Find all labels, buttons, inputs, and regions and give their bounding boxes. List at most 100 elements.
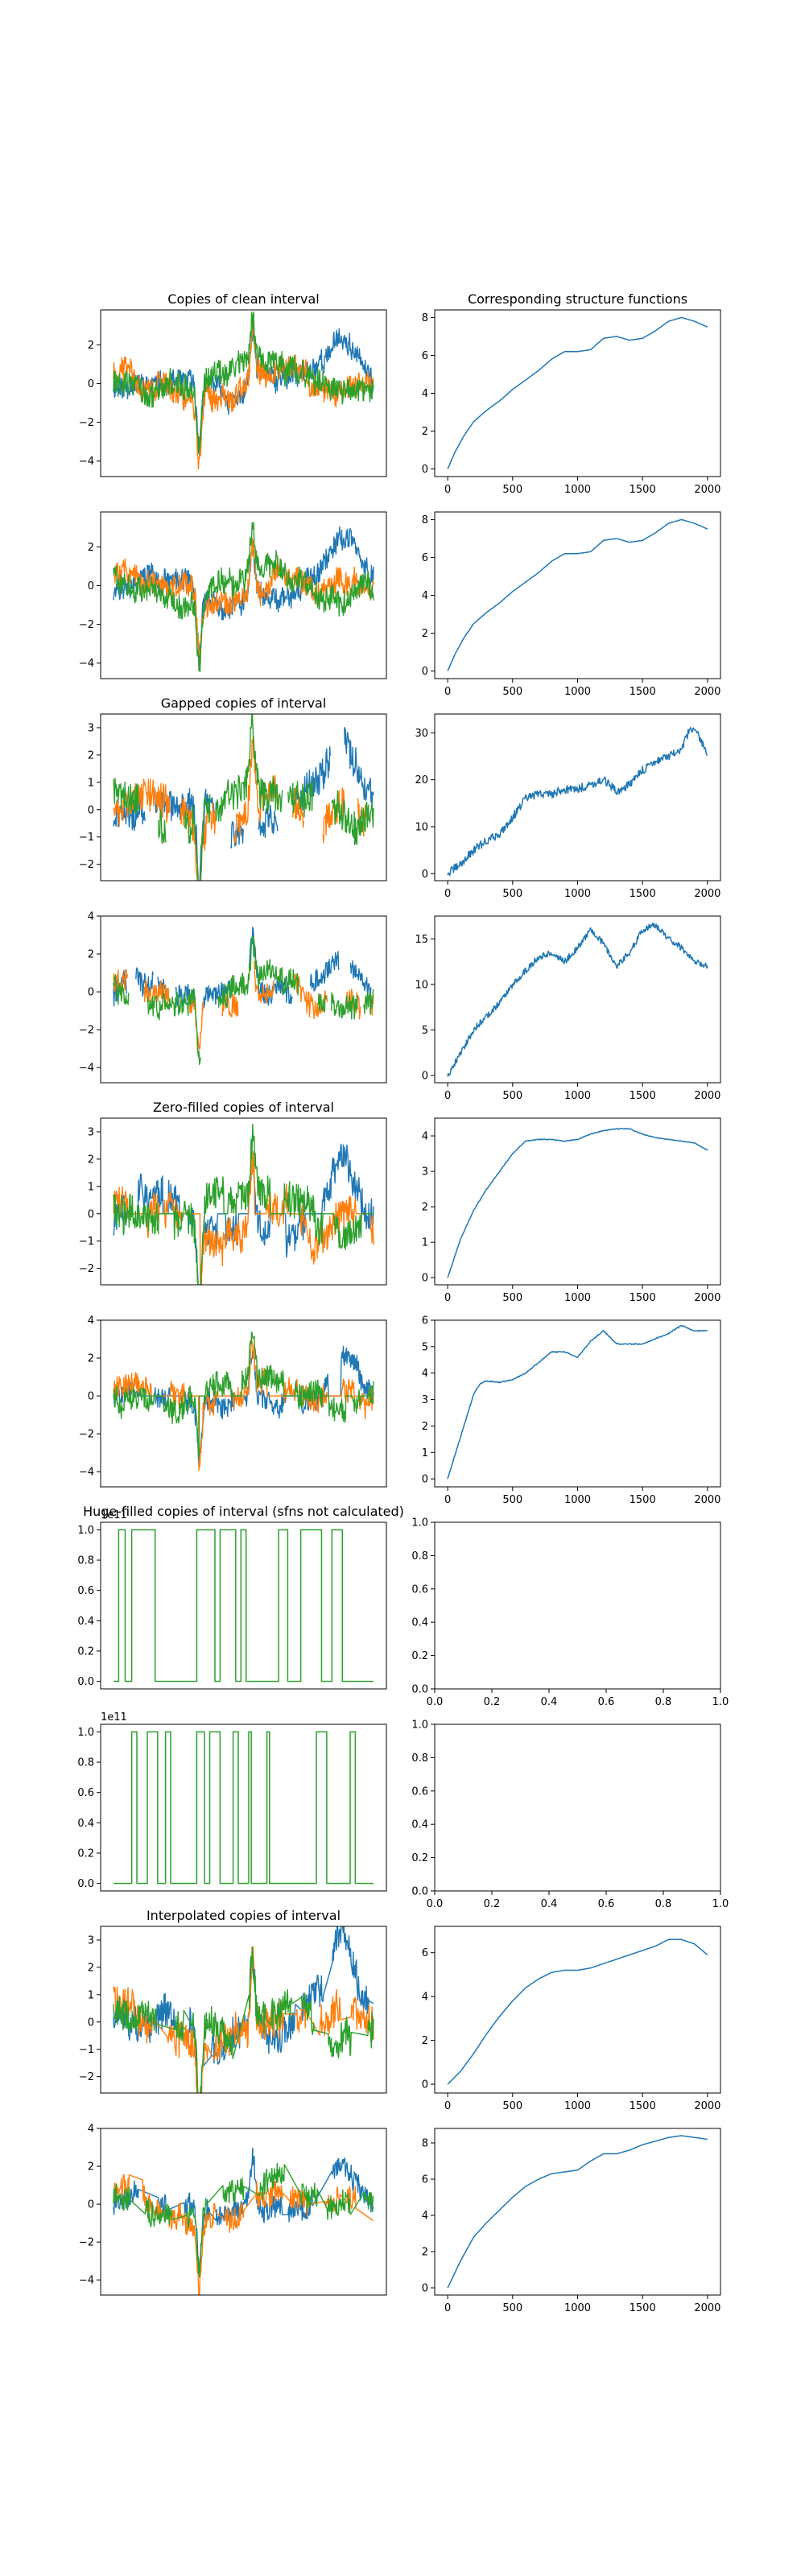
y-tick-label: −2 <box>79 2237 94 2249</box>
plot-area <box>447 518 708 671</box>
x-tick-label: 500 <box>502 1090 522 1102</box>
y-tick-label: 0 <box>422 869 428 881</box>
x-tick-label: 0.0 <box>427 1696 444 1708</box>
plot-area <box>113 522 374 673</box>
y-tick-label: 1 <box>88 1989 94 2001</box>
axes-frame <box>434 511 721 679</box>
y-tick-label: 0.4 <box>77 1616 94 1628</box>
series-line-3 <box>113 2162 374 2278</box>
x-tick-label: 0 <box>444 1090 451 1102</box>
y-tick-label: 1.0 <box>411 1517 428 1530</box>
x-tick-label: 2000 <box>694 1292 720 1304</box>
x-tick-label: 1000 <box>564 484 591 496</box>
panel-clean-sf-2: 0 2 4 6 8 0 500 1000 1500 2000 <box>422 511 721 698</box>
panel-title: Gapped copies of interval <box>161 696 327 711</box>
y-tick-label: 1 <box>88 1181 94 1193</box>
y-tick-label: 10 <box>415 821 428 833</box>
y-tick-label: 1 <box>422 1447 428 1459</box>
y-tick-label: 3 <box>422 1394 428 1406</box>
axes-frame <box>100 915 387 1084</box>
x-tick-label: 0.4 <box>541 1898 558 1910</box>
series-line-2 <box>113 537 374 664</box>
series-line-3 <box>113 1946 374 2093</box>
x-tick-label: 2000 <box>694 2100 720 2112</box>
x-tick-label: 2000 <box>694 484 720 496</box>
y-tick-label: −2 <box>79 619 94 631</box>
y-tick-label: 0 <box>88 1208 94 1220</box>
plot-area <box>114 1731 374 1885</box>
y-tick-label: 4 <box>422 1992 428 2004</box>
axes-frame <box>434 1117 721 1286</box>
y-tick-label: 0 <box>422 1273 428 1285</box>
y-tick-label: −2 <box>79 1429 94 1441</box>
x-tick-label: 1000 <box>564 2302 591 2314</box>
plot-area <box>113 927 374 1066</box>
y-tick-label: 0 <box>88 804 94 816</box>
y-tick-label: 2 <box>88 1154 94 1166</box>
plot-area <box>113 2147 374 2295</box>
y-tick-label: 2 <box>88 749 94 762</box>
y-tick-label: 0.2 <box>77 1645 94 1657</box>
series-line-2 <box>113 325 374 470</box>
y-tick-label: 4 <box>88 1315 94 1327</box>
axes-frame <box>100 1319 387 1488</box>
x-tick-label: 500 <box>502 1292 522 1304</box>
y-tick-label: −4 <box>79 1063 94 1075</box>
axis-offset-label: 1e11 <box>101 1711 127 1724</box>
panel-title: Zero-filled copies of interval <box>153 1100 334 1115</box>
plot-area <box>113 311 374 470</box>
plot-area <box>447 727 708 877</box>
y-tick-label: 3 <box>422 1166 428 1179</box>
x-tick-label: 1500 <box>630 2100 656 2112</box>
y-tick-label: 2 <box>88 340 94 352</box>
series-line-3 <box>113 1331 374 1460</box>
y-tick-label: 0 <box>88 1391 94 1403</box>
series-line-3 <box>113 1123 374 1285</box>
axes-frame <box>434 713 721 881</box>
x-tick-label: 0 <box>444 1494 451 1506</box>
y-tick-label: 4 <box>88 911 94 923</box>
series-line-3 <box>113 935 374 1066</box>
series-line-2 <box>113 737 368 881</box>
y-tick-label: 0.6 <box>77 1585 94 1597</box>
y-tick-label: 6 <box>422 552 428 564</box>
y-tick-label: 2 <box>422 628 428 640</box>
y-tick-label: −2 <box>79 417 94 429</box>
x-tick-label: 1500 <box>630 686 656 698</box>
y-tick-label: 2 <box>422 426 428 438</box>
y-tick-label: 0 <box>422 1474 428 1486</box>
y-tick-label: 5 <box>422 1025 428 1037</box>
y-tick-label: 0 <box>88 2017 94 2029</box>
x-tick-label: 0.6 <box>598 1696 615 1708</box>
y-tick-label: 4 <box>422 590 428 602</box>
x-tick-label: 0.6 <box>598 1898 615 1910</box>
axes-frame <box>434 1724 721 1892</box>
y-tick-label: 3 <box>88 1126 94 1138</box>
y-tick-label: 0.0 <box>77 1676 94 1688</box>
x-tick-label: 2000 <box>694 686 720 698</box>
x-tick-label: 0 <box>444 1292 451 1304</box>
x-tick-label: 0 <box>444 686 451 698</box>
y-tick-label: −4 <box>79 1467 94 1479</box>
y-tick-label: 0.6 <box>411 1583 428 1596</box>
y-tick-label: 0.2 <box>411 1852 428 1864</box>
x-tick-label: 1.0 <box>712 1696 729 1708</box>
plot-area <box>113 714 374 881</box>
y-tick-label: 2 <box>88 1962 94 1974</box>
y-tick-label: 0 <box>88 2199 94 2211</box>
x-tick-label: 1000 <box>564 1090 591 1102</box>
axes-frame <box>434 1319 721 1488</box>
y-tick-label: 4 <box>88 2124 94 2136</box>
x-tick-label: 0.2 <box>484 1898 501 1910</box>
y-tick-label: 1.0 <box>77 1525 94 1537</box>
y-tick-label: 1.0 <box>77 1727 94 1739</box>
y-tick-label: 0.2 <box>411 1650 428 1662</box>
structure-function-line <box>447 923 708 1077</box>
axes-frame <box>434 1521 721 1690</box>
y-tick-label: 0 <box>422 1070 428 1082</box>
y-tick-label: 0.2 <box>77 1847 94 1860</box>
axes-frame <box>434 1926 721 2094</box>
y-tick-label: 1.0 <box>411 1719 428 1732</box>
x-tick-label: 1500 <box>630 888 656 900</box>
